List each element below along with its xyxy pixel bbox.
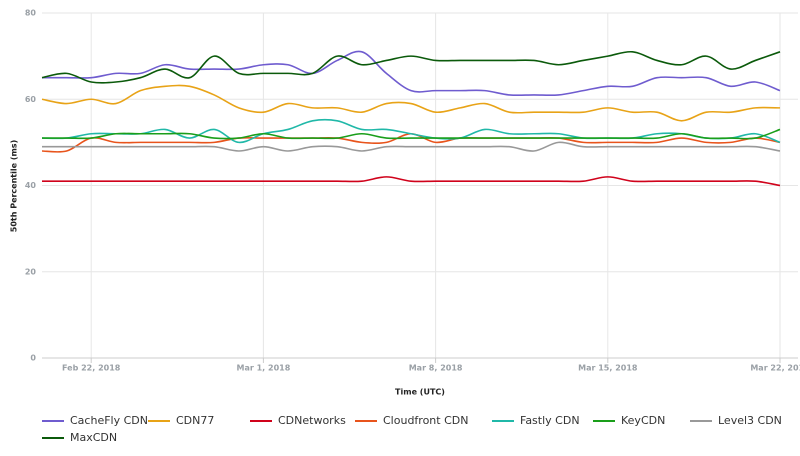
y-tick-label: 20 xyxy=(25,267,37,276)
legend-label: Cloudfront CDN xyxy=(383,414,468,427)
legend-label: CacheFly CDN xyxy=(70,414,148,427)
x-tick-label: Mar 1, 2018 xyxy=(237,364,291,373)
x-tick-label: Mar 22, 2018 xyxy=(750,364,800,373)
x-axis-title: Time (UTC) xyxy=(395,388,445,397)
legend-label: MaxCDN xyxy=(70,431,117,444)
y-tick-label: 80 xyxy=(25,9,37,18)
series-line xyxy=(41,50,781,97)
series-line xyxy=(41,132,781,153)
y-tick-label: 60 xyxy=(25,95,37,104)
legend-label: CDNetworks xyxy=(278,414,346,427)
x-tick-label: Mar 15, 2018 xyxy=(578,364,638,373)
series-line xyxy=(41,118,781,144)
x-tick-label: Feb 22, 2018 xyxy=(62,364,121,373)
legend-label: Fastly CDN xyxy=(520,414,580,427)
series-line xyxy=(41,141,781,152)
legend-label: Level3 CDN xyxy=(718,414,782,427)
y-tick-label: 0 xyxy=(30,354,36,363)
y-axis-title: 50th Percentile (ms) xyxy=(10,140,19,232)
series-line xyxy=(42,128,781,140)
y-tick-label: 40 xyxy=(25,181,37,190)
series-line xyxy=(42,176,781,187)
series-line xyxy=(41,50,781,84)
x-tick-label: Mar 8, 2018 xyxy=(409,364,463,373)
legend-label: CDN77 xyxy=(176,414,214,427)
series-line xyxy=(41,84,781,122)
legend-label: KeyCDN xyxy=(621,414,665,427)
